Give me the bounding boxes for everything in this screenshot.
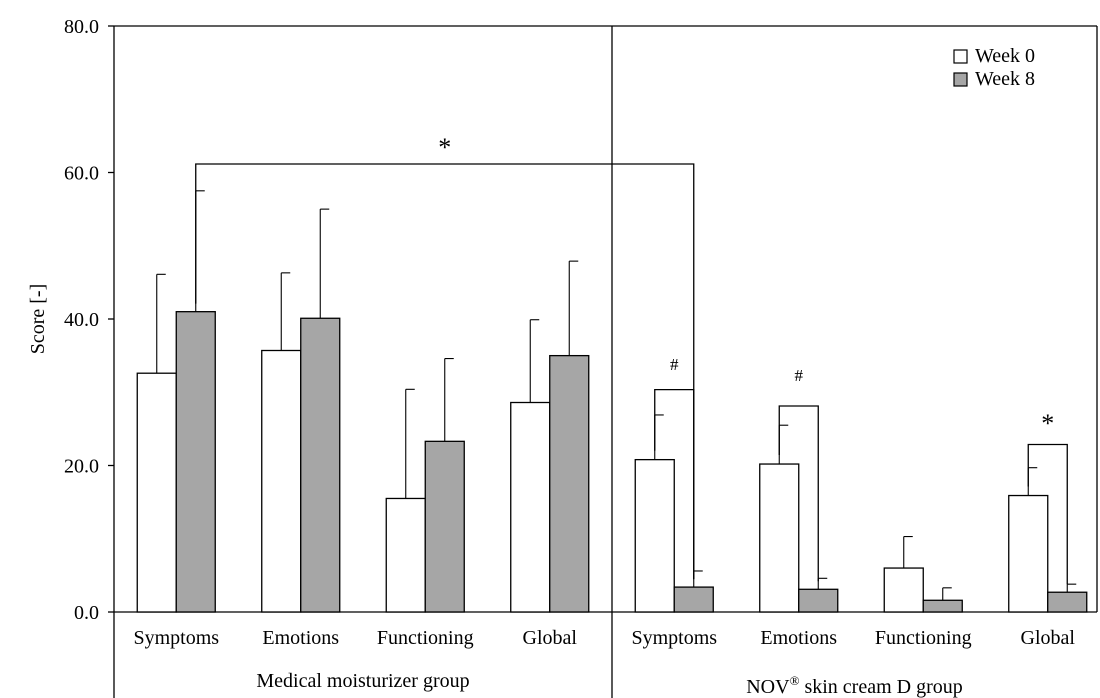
x-category-label: Symptoms <box>133 627 219 649</box>
bracket-line <box>778 405 819 582</box>
significance-label: # <box>795 366 804 385</box>
significance-label: * <box>438 133 451 162</box>
bar <box>385 497 426 613</box>
group-label: NOV® skin cream D group <box>746 673 963 698</box>
bar <box>510 401 551 613</box>
bar <box>136 372 177 613</box>
legend-swatch <box>953 49 968 64</box>
y-tick-label: 0.0 <box>74 602 99 624</box>
bar <box>175 311 216 613</box>
bracket-line <box>654 388 695 580</box>
bracket-line <box>1027 443 1068 585</box>
y-axis-label: Score [-] <box>27 284 49 355</box>
bar <box>300 317 341 613</box>
y-tick-label: 60.0 <box>64 163 99 185</box>
bars <box>136 311 1088 613</box>
legend-label: Week 0 <box>975 45 1035 67</box>
x-category-label: Symptoms <box>631 627 717 649</box>
significance-brackets <box>195 163 1068 585</box>
bar <box>798 588 839 613</box>
group-label: Medical moisturizer group <box>256 670 469 692</box>
bar <box>261 349 302 613</box>
x-category-label: Functioning <box>875 627 972 649</box>
bar <box>759 463 800 613</box>
legend-label: Week 8 <box>975 68 1035 90</box>
bar <box>1008 494 1049 613</box>
y-tick-label: 40.0 <box>64 309 99 331</box>
x-category-label: Global <box>523 627 578 649</box>
bar <box>634 458 675 613</box>
bar <box>424 440 465 613</box>
y-tick-label: 80.0 <box>64 16 99 38</box>
bar <box>549 354 590 613</box>
x-category-label: Functioning <box>377 627 474 649</box>
bar <box>883 567 924 613</box>
y-tick-label: 20.0 <box>64 456 99 478</box>
bracket-line <box>195 163 695 580</box>
x-category-label: Emotions <box>760 627 837 649</box>
significance-label: # <box>670 355 679 374</box>
x-category-label: Global <box>1021 627 1076 649</box>
bar <box>1047 591 1088 613</box>
significance-label: * <box>1041 409 1054 438</box>
bar <box>922 599 963 613</box>
labels: Symptoms Emotions Functioning Global Symptom… <box>133 133 1075 698</box>
bar <box>673 586 714 613</box>
legend-swatch <box>953 72 968 87</box>
x-category-label: Emotions <box>262 627 339 649</box>
